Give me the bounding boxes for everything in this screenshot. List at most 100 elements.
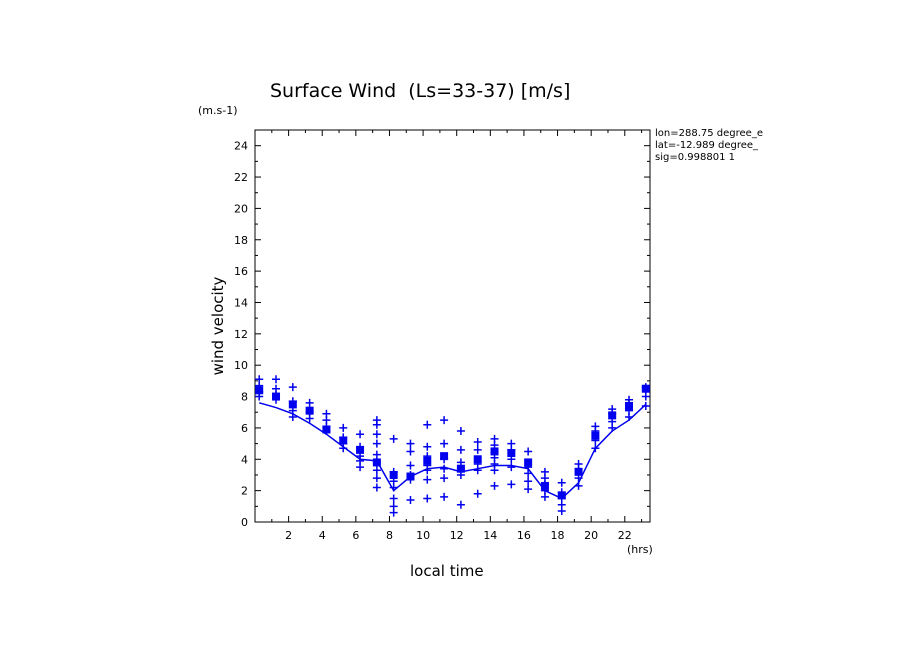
plus-marker — [524, 469, 533, 478]
plus-marker — [524, 477, 533, 486]
plus-marker — [389, 483, 398, 492]
plus-marker — [557, 507, 566, 516]
x-tick-label: 10 — [416, 529, 430, 542]
y-tick-label: 22 — [234, 171, 248, 184]
y-tick-label: 4 — [241, 453, 248, 466]
square-marker — [490, 447, 499, 456]
plus-marker — [305, 398, 314, 407]
plus-marker — [507, 463, 516, 472]
y-tick-label: 24 — [234, 140, 248, 153]
plus-marker — [524, 447, 533, 456]
plus-marker — [272, 375, 281, 384]
plus-marker — [372, 430, 381, 439]
x-tick-label: 16 — [517, 529, 531, 542]
plus-marker — [389, 434, 398, 443]
series-line — [258, 402, 647, 500]
x-tick-label: 12 — [450, 529, 464, 542]
x-axis-label: local time — [410, 562, 484, 580]
plus-marker — [456, 470, 465, 479]
coordinate-info: lon=288.75 degree_e lat=-12.989 degree_ … — [655, 128, 779, 164]
plus-marker — [406, 475, 415, 484]
plus-marker — [356, 442, 365, 451]
plus-marker — [641, 401, 650, 410]
plus-marker — [423, 494, 432, 503]
square-marker — [473, 455, 482, 464]
plus-marker — [456, 445, 465, 454]
plus-marker — [524, 485, 533, 494]
plus-marker — [490, 441, 499, 450]
plus-marker — [356, 463, 365, 472]
y-tick-label: 18 — [234, 234, 248, 247]
y-tick-label: 0 — [241, 516, 248, 529]
info-line-lat: lat=-12.989 degree_ — [655, 140, 759, 151]
plus-marker — [456, 500, 465, 509]
plus-marker — [473, 438, 482, 447]
y-tick-label: 6 — [241, 422, 248, 435]
x-unit-label: (hrs) — [627, 543, 653, 556]
y-tick-label: 2 — [241, 485, 248, 498]
info-line-sig: sig=0.998801 1 — [655, 152, 735, 163]
plus-marker — [339, 423, 348, 432]
plus-marker — [574, 474, 583, 483]
plus-marker — [423, 475, 432, 484]
plus-marker — [305, 414, 314, 423]
plus-marker — [406, 461, 415, 470]
x-tick-label: 22 — [618, 529, 632, 542]
plus-marker — [288, 383, 297, 392]
square-marker — [423, 456, 432, 465]
x-tick-label: 8 — [386, 529, 393, 542]
plus-marker — [322, 427, 331, 436]
plus-marker — [372, 439, 381, 448]
plus-marker — [507, 455, 516, 464]
plus-marker — [591, 436, 600, 445]
plus-marker — [574, 481, 583, 490]
x-tick-label: 6 — [352, 529, 359, 542]
plus-marker — [339, 444, 348, 453]
plus-marker — [473, 445, 482, 454]
plus-marker — [423, 452, 432, 461]
plus-marker — [440, 492, 449, 501]
y-tick-label: 8 — [241, 391, 248, 404]
square-marker — [524, 458, 533, 467]
plus-marker — [490, 466, 499, 475]
plus-marker — [440, 474, 449, 483]
plus-marker — [608, 423, 617, 432]
plus-marker — [591, 444, 600, 453]
plus-marker — [372, 474, 381, 483]
plus-marker — [389, 494, 398, 503]
plus-marker — [490, 481, 499, 490]
plus-marker — [624, 412, 633, 421]
y-tick-label: 12 — [234, 328, 248, 341]
plus-marker — [641, 383, 650, 392]
x-tick-label: 20 — [584, 529, 598, 542]
square-marker — [591, 431, 600, 440]
plus-marker — [574, 464, 583, 473]
y-tick-label: 20 — [234, 202, 248, 215]
plus-marker — [440, 416, 449, 425]
y-tick-label: 16 — [234, 265, 248, 278]
plus-marker — [372, 458, 381, 467]
plus-marker — [557, 478, 566, 487]
plus-marker — [507, 445, 516, 454]
plus-marker — [389, 467, 398, 476]
plus-marker — [356, 430, 365, 439]
plus-marker — [473, 489, 482, 498]
x-tick-label: 14 — [483, 529, 497, 542]
plus-marker — [406, 439, 415, 448]
plus-marker — [456, 427, 465, 436]
plus-marker — [608, 409, 617, 418]
y-tick-label: 10 — [234, 359, 248, 372]
plus-marker — [440, 455, 449, 464]
plus-marker — [406, 447, 415, 456]
plus-marker — [288, 397, 297, 406]
plus-marker — [389, 508, 398, 517]
plus-marker — [423, 466, 432, 475]
plus-marker — [591, 427, 600, 436]
plus-marker — [372, 420, 381, 429]
y-tick-label: 14 — [234, 296, 248, 309]
plus-marker — [507, 480, 516, 489]
plus-marker — [372, 466, 381, 475]
plus-marker — [540, 492, 549, 501]
plus-marker — [406, 496, 415, 505]
